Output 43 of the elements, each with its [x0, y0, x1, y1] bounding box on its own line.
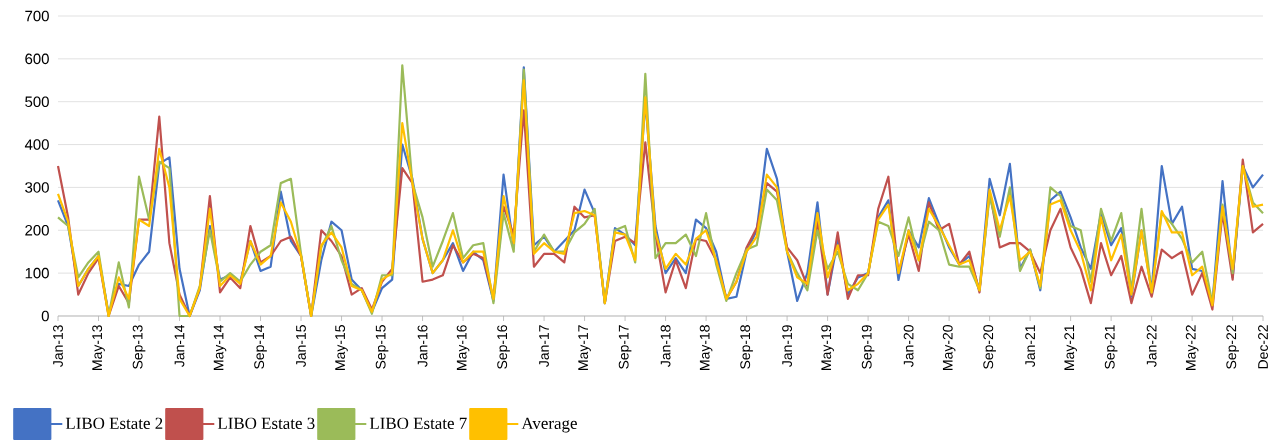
- x-tick-label: Jan-21: [1025, 325, 1036, 367]
- x-tick-label: Sep-16: [497, 325, 510, 369]
- y-tick-label: 200: [25, 224, 49, 236]
- x-tick-label: Jan-18: [660, 325, 671, 367]
- x-tick-label: Sep-19: [861, 325, 875, 369]
- y-tick-label: 0: [41, 310, 49, 322]
- x-tick-label: May-16: [456, 325, 470, 370]
- x-tick-label: May-18: [699, 325, 713, 370]
- x-tick-label: May-22: [1185, 325, 1199, 370]
- x-tick-label: May-20: [942, 325, 956, 370]
- x-tick-label: Jan-22: [1146, 325, 1157, 367]
- x-tick-label: Jan-13: [53, 325, 63, 367]
- y-tick-label: 500: [25, 96, 49, 107]
- x-tick-label: May-17: [578, 325, 591, 370]
- legend-label: LIBO Estate 7: [369, 417, 467, 429]
- x-tick-label: Jan-19: [782, 325, 793, 367]
- y-tick-label: 300: [25, 182, 49, 193]
- x-tick-label: Jan-20: [903, 325, 914, 367]
- legend-label: LIBO Estate 3: [217, 417, 315, 429]
- y-tick-label: 700: [25, 10, 49, 22]
- legend-label: LIBO Estate 2: [65, 417, 163, 429]
- x-tick-label: Sep-13: [132, 325, 146, 369]
- x-tick-label: Sep-22: [1226, 325, 1239, 369]
- x-tick-label: May-21: [1064, 325, 1077, 370]
- x-tick-label: Sep-21: [1104, 325, 1118, 369]
- x-tick-label: Sep-14: [254, 324, 267, 369]
- x-tick-label: Sep-15: [375, 325, 389, 369]
- y-tick-label: 100: [25, 267, 49, 279]
- x-tick-label: Jan-16: [417, 325, 428, 367]
- x-tick-label: May-19: [821, 325, 834, 370]
- x-tick-label: May-15: [335, 325, 348, 370]
- x-tick-label: Sep-18: [740, 325, 753, 369]
- x-tick-label: Dec-22: [1258, 325, 1268, 369]
- legend-label: Average: [521, 417, 577, 433]
- x-tick-label: May-13: [92, 325, 105, 370]
- y-tick-label: 400: [24, 139, 49, 150]
- x-tick-label: Sep-20: [983, 325, 996, 369]
- x-tick-label: Jan-15: [296, 325, 306, 367]
- y-tick-label: 600: [25, 53, 49, 65]
- x-tick-label: Sep-17: [618, 325, 632, 369]
- x-tick-label: Jan-14: [174, 324, 185, 367]
- x-tick-label: May-14: [213, 324, 227, 370]
- x-tick-label: Jan-17: [539, 325, 549, 367]
